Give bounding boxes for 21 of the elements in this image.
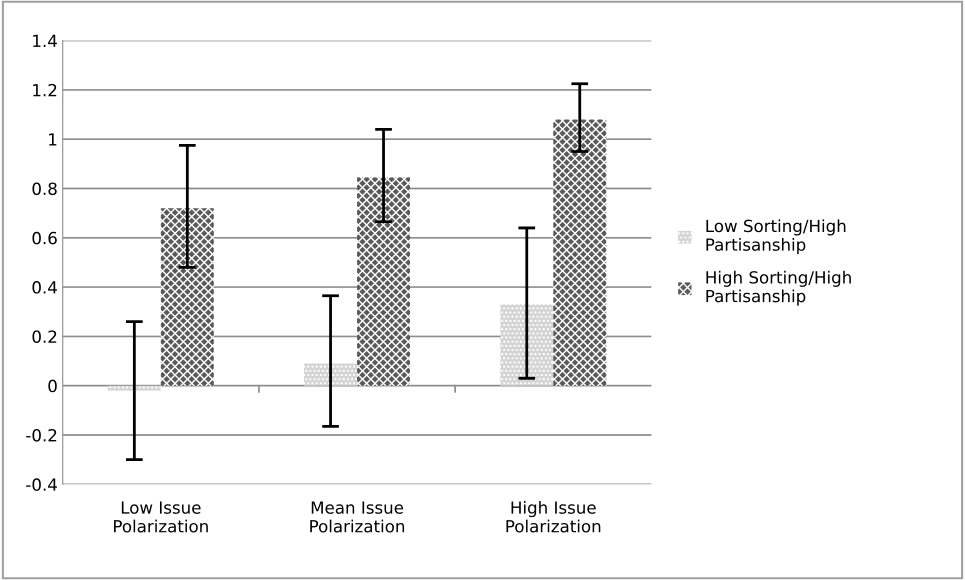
y-tick-label: 1.4 [33, 34, 57, 47]
y-tick-label: 0.2 [32, 330, 56, 343]
bar [304, 364, 358, 386]
x-tick-label: Low Issue Polarization [114, 501, 208, 533]
y-tick-label: 0.8 [32, 182, 57, 196]
bar [160, 208, 214, 386]
y-tick-label: 0 [48, 380, 57, 392]
y-tick-label: 1.2 [33, 84, 56, 96]
y-tick-label: 0.4 [32, 281, 57, 294]
y-tick-label: 0.6 [32, 232, 57, 244]
bar [108, 386, 161, 391]
legend-label: High Sorting/High Partisanship [706, 270, 851, 306]
y-tick-label: -0.4 [26, 478, 57, 491]
y-tick-label: -0.2 [26, 428, 56, 442]
x-tick-label: High Issue Polarization [506, 500, 600, 533]
bar [500, 304, 554, 386]
bar [553, 119, 606, 386]
x-tick-label: Mean Issue Polarization [310, 501, 404, 533]
bar [357, 177, 410, 386]
y-tick-label: 1 [49, 133, 56, 146]
legend-label: Low Sorting/High Partisanship [706, 219, 846, 254]
